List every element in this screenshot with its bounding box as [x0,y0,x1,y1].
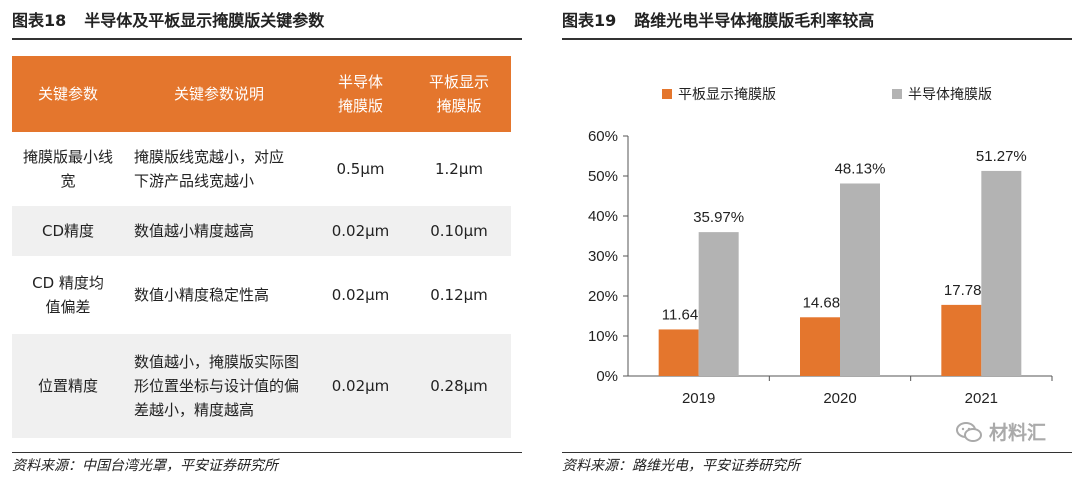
right-source: 资料来源：路维光电，平安证券研究所 [562,452,1072,474]
row-semi: 0.5μm [336,160,385,178]
legend-swatch-semi [892,89,902,99]
bar [800,317,840,376]
y-tick-label: 40% [588,208,618,225]
legend-label-semi: 半导体掩膜版 [908,87,992,103]
header-flat: 平板显示掩膜版 [407,70,511,118]
row-param: CD 精度均值偏差 [32,274,104,316]
data-label: 35.97% [693,209,744,226]
header-flat-label: 平板显示掩膜版 [428,73,489,115]
y-tick-label: 0% [596,368,618,385]
legend-item-flat: 平板显示掩膜版 [662,84,776,104]
row-param: 位置精度 [37,377,98,395]
row-semi: 0.02μm [331,222,390,240]
x-tick-label: 2020 [823,390,856,407]
row-flat: 0.28μm [430,377,488,395]
bar-chart: 0%10%20%30%40%50%60%11.64%35.97%201914.6… [588,128,1053,407]
bar [840,183,880,376]
watermark-text: 材料汇 [988,422,1046,444]
watermark: 材料汇 [955,418,1046,445]
bar [658,329,699,376]
y-tick-label: 10% [588,328,618,345]
parameters-table: 关键参数 关键参数说明 半导体掩膜版 平板显示掩膜版 掩膜版最小线宽 掩膜版线宽… [12,56,511,438]
bar [698,232,739,376]
wechat-icon [955,421,982,442]
y-tick-label: 50% [588,168,618,185]
x-tick-label: 2021 [965,390,998,407]
right-figure-number: 图表19 [562,11,617,30]
left-panel: 图表18 半导体及平板显示掩膜版关键参数 关键参数 关键参数说明 半导体掩膜版 … [12,0,522,474]
header-param: 关键参数 [37,85,98,103]
right-figure-caption: 路维光电半导体掩膜版毛利率较高 [634,11,875,30]
table-row: 掩膜版最小线宽 掩膜版线宽越小，对应下游产品线宽越小 0.5μm 1.2μm [12,132,511,206]
left-figure-caption: 半导体及平板显示掩膜版关键参数 [84,11,325,30]
bar [981,170,1022,376]
chart-area: 平板显示掩膜版 半导体掩膜版 0% 10% 20% 30% 40% 50% 60% 11.64… [562,56,1068,448]
y-tick-label: 30% [588,248,618,265]
x-tick-label: 2019 [682,390,715,407]
row-flat: 0.12μm [430,286,488,304]
header-semi-label: 半导体掩膜版 [337,73,383,115]
header-semi: 半导体掩膜版 [314,70,407,118]
data-label: 51.27% [976,148,1027,165]
bar [941,304,982,376]
legend-swatch-flat [662,89,672,99]
right-figure-title: 图表19 路维光电半导体掩膜版毛利率较高 [562,0,1072,40]
row-desc: 数值越小精度越高 [134,222,255,240]
left-figure-number: 图表18 [12,11,67,30]
row-param: CD精度 [41,222,95,240]
table-header: 关键参数 关键参数说明 半导体掩膜版 平板显示掩膜版 [12,56,511,132]
table-row: CD 精度均值偏差 数值小精度稳定性高 0.02μm 0.12μm [12,256,511,334]
left-source: 资料来源：中国台湾光罩，平安证券研究所 [12,452,522,474]
legend-label-flat: 平板显示掩膜版 [678,87,776,103]
table-row: CD精度 数值越小精度越高 0.02μm 0.10μm [12,206,511,256]
header-desc: 关键参数说明 [173,85,264,103]
row-flat: 0.10μm [430,222,488,240]
right-panel: 图表19 路维光电半导体掩膜版毛利率较高 平板显示掩膜版 半导体掩膜版 0% 10… [562,0,1072,474]
row-param: 掩膜版最小线宽 [22,148,113,190]
row-desc: 数值越小，掩膜版实际图形位置坐标与设计值的偏差越小，精度越高 [134,353,300,419]
legend-item-semi: 半导体掩膜版 [892,84,992,104]
table-row: 位置精度 数值越小，掩膜版实际图形位置坐标与设计值的偏差越小，精度越高 0.02… [12,334,511,438]
row-flat: 1.2μm [434,160,483,178]
data-label: 48.13% [835,160,886,177]
row-desc: 数值小精度稳定性高 [134,286,270,304]
row-semi: 0.02μm [331,377,390,395]
y-tick-label: 20% [588,288,618,305]
y-tick-label: 60% [588,128,618,145]
row-semi: 0.02μm [331,286,390,304]
row-desc: 掩膜版线宽越小，对应下游产品线宽越小 [134,148,285,190]
left-figure-title: 图表18 半导体及平板显示掩膜版关键参数 [12,0,522,40]
